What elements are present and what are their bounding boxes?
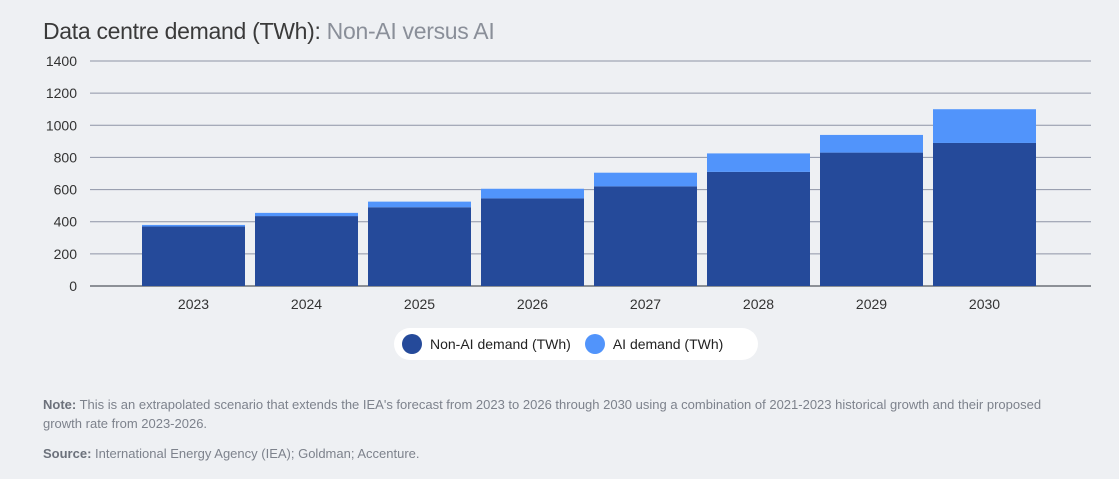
chart-legend: Non-AI demand (TWh) AI demand (TWh) xyxy=(394,328,758,360)
bar-non-ai xyxy=(820,152,923,286)
bar-ai xyxy=(820,134,923,153)
bar-ai xyxy=(481,188,584,199)
legend-swatch-ai xyxy=(584,334,605,354)
bar-non-ai xyxy=(368,207,471,286)
bar-ai xyxy=(368,201,471,208)
legend-item-ai: AI demand (TWh) xyxy=(584,334,724,354)
source-label: Source: xyxy=(43,446,92,461)
bar-non-ai xyxy=(707,171,810,286)
x-tick-label: 2025 xyxy=(404,296,435,312)
x-tick-label: 2029 xyxy=(856,296,887,312)
chart-title: Data centre demand (TWh): Non-AI versus … xyxy=(43,18,495,45)
x-tick-label: 2023 xyxy=(178,296,209,312)
y-tick-label: 1200 xyxy=(46,85,77,101)
bar-non-ai xyxy=(481,198,584,286)
source-text: International Energy Agency (IEA); Goldm… xyxy=(95,446,420,461)
note-label: Note: xyxy=(43,397,77,412)
stacked-bar-chart: 0 200 400 600 800 1000 1200 1400 2023 2024 2025 202… xyxy=(46,53,1091,312)
y-tick-label: 800 xyxy=(54,149,78,165)
x-tick-label: 2027 xyxy=(630,296,661,312)
bar-non-ai xyxy=(594,186,697,286)
legend-label-non-ai: Non-AI demand (TWh) xyxy=(430,336,571,352)
bar-ai xyxy=(707,153,810,172)
chart-source: Source: International Energy Agency (IEA… xyxy=(43,446,420,461)
y-tick-label: 0 xyxy=(69,278,77,294)
chart-note: Note: This is an extrapolated scenario t… xyxy=(43,395,1083,433)
x-tick-label: 2030 xyxy=(969,296,1000,312)
y-tick-label: 600 xyxy=(54,182,78,198)
legend-swatch-non-ai xyxy=(402,334,422,354)
x-tick-label: 2024 xyxy=(291,296,322,312)
note-text: This is an extrapolated scenario that ex… xyxy=(43,397,1042,431)
bar-ai xyxy=(255,212,358,217)
bar-ai xyxy=(933,109,1036,143)
y-tick-label: 200 xyxy=(54,246,78,262)
y-tick-label: 1000 xyxy=(46,117,77,133)
y-tick-label: 400 xyxy=(54,214,78,230)
bar-non-ai xyxy=(142,226,245,286)
legend-item-non-ai: Non-AI demand (TWh) xyxy=(402,334,571,354)
x-tick-label: 2028 xyxy=(743,296,774,312)
chart-title-main: Data centre demand (TWh): xyxy=(43,18,321,44)
bar-ai xyxy=(142,224,245,227)
chart-title-sub: Non-AI versus AI xyxy=(326,18,495,44)
bar-ai xyxy=(594,172,697,187)
x-tick-label: 2026 xyxy=(517,296,548,312)
bar-non-ai xyxy=(255,216,358,286)
bar-non-ai xyxy=(933,142,1036,286)
legend-label-ai: AI demand (TWh) xyxy=(612,336,724,352)
y-tick-label: 1400 xyxy=(46,53,77,69)
